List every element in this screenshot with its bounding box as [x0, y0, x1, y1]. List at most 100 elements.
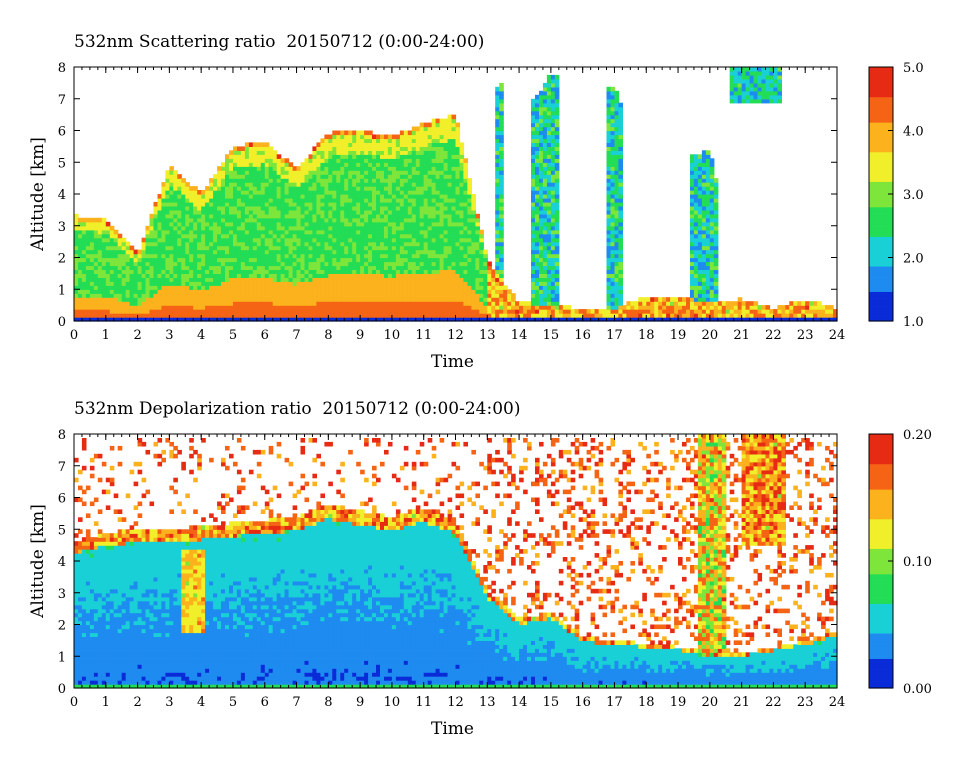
x-tick-label: 3	[165, 695, 173, 710]
colorbar-swatch	[869, 172, 893, 178]
colorbar-swatch	[869, 467, 893, 473]
colorbar-swatch	[869, 679, 893, 685]
colorbar-swatch	[869, 92, 893, 98]
x-tick-label: 8	[324, 695, 332, 710]
colorbar-swatch	[869, 164, 893, 170]
y-tick-label: 2	[58, 619, 66, 634]
colorbar-swatch	[869, 573, 893, 579]
y-tick-label: 3	[58, 220, 66, 235]
colorbar-swatch	[869, 308, 893, 314]
x-tick-label: 13	[479, 695, 496, 710]
colorbar-swatch	[869, 160, 893, 165]
colorbar-swatch	[869, 476, 893, 482]
colorbar-tick-label: 3.0	[903, 188, 924, 203]
y-tick-label: 4	[58, 555, 66, 570]
x-tick-label: 16	[574, 695, 591, 710]
colorbar-swatch	[869, 590, 893, 596]
x-tick-label: 1	[102, 328, 110, 343]
y-tick-label: 0	[58, 315, 66, 330]
x-tick-label: 2	[133, 328, 141, 343]
colorbar-swatch	[869, 434, 893, 439]
colorbar-swatch	[869, 265, 893, 271]
colorbar-swatch	[869, 632, 893, 638]
heatmap-field-0	[74, 67, 838, 322]
colorbar-swatch	[869, 654, 893, 659]
colorbar-swatch	[869, 147, 893, 153]
x-tick-label: 0	[70, 328, 78, 343]
colorbar-swatch	[869, 194, 893, 199]
x-tick-label: 15	[543, 328, 560, 343]
colorbar-swatch	[869, 603, 893, 609]
colorbar-swatch	[869, 518, 893, 524]
colorbar-swatch	[869, 442, 893, 448]
colorbar-tick-label: 4.0	[903, 125, 924, 140]
x-tick-label: 22	[765, 328, 782, 343]
x-tick-label: 11	[415, 328, 432, 343]
colorbar-swatch	[869, 206, 893, 212]
x-tick-label: 5	[229, 695, 237, 710]
colorbar-swatch	[869, 151, 893, 157]
y-tick-label: 0	[58, 682, 66, 697]
colorbar-swatch	[869, 223, 893, 229]
colorbar-swatch	[869, 79, 893, 85]
x-tick-label: 23	[797, 328, 814, 343]
colorbar-swatch	[869, 100, 893, 106]
colorbar-swatch	[869, 274, 893, 280]
colorbar-swatch	[869, 505, 893, 511]
colorbar-swatch	[869, 671, 893, 676]
colorbar-swatch	[869, 261, 893, 267]
x-tick-label: 24	[829, 328, 846, 343]
colorbar-swatch	[869, 134, 893, 140]
colorbar-swatch	[869, 438, 893, 444]
colorbar-swatch	[869, 565, 893, 571]
x-tick-label: 10	[384, 695, 401, 710]
colorbar-swatch	[869, 620, 893, 626]
colorbar-swatch	[869, 459, 893, 465]
colorbar-tick-label: 5.0	[903, 61, 924, 76]
colorbar-swatch	[869, 480, 893, 486]
colorbar-swatch	[869, 497, 893, 503]
colorbar-swatch	[869, 168, 893, 174]
y-tick-label: 5	[58, 156, 66, 171]
colorbar-tick-label: 0.10	[903, 555, 932, 570]
colorbar-swatch	[869, 202, 893, 208]
x-tick-label: 2	[133, 695, 141, 710]
colorbar-swatch	[869, 232, 893, 237]
colorbar-swatch	[869, 683, 893, 689]
colorbar-swatch	[869, 287, 893, 292]
colorbar-swatch	[869, 88, 893, 93]
x-tick-label: 8	[324, 328, 332, 343]
colorbar-swatch	[869, 628, 893, 634]
x-tick-label: 7	[292, 328, 300, 343]
colorbar-swatch	[869, 278, 893, 284]
colorbar-swatch	[869, 675, 893, 681]
x-tick-label: 20	[702, 328, 719, 343]
x-tick-label: 6	[261, 695, 269, 710]
colorbar-swatch	[869, 641, 893, 647]
colorbar-swatch	[869, 658, 893, 664]
colorbar-swatch	[869, 662, 893, 668]
colorbar-swatch	[869, 210, 893, 216]
colorbar-swatch	[869, 446, 893, 452]
colorbar-swatch	[869, 177, 893, 182]
x-tick-label: 15	[543, 695, 560, 710]
colorbar-swatch	[869, 109, 893, 115]
colorbar-swatch	[869, 552, 893, 558]
colorbar-swatch	[869, 544, 893, 549]
colorbar-swatch	[869, 484, 893, 490]
colorbar-swatch	[869, 582, 893, 587]
colorbar-swatch	[869, 75, 893, 81]
scattering-xlabel: Time	[431, 352, 474, 372]
colorbar-swatch	[869, 295, 893, 301]
colorbar-swatch	[869, 472, 893, 477]
colorbar-swatch	[869, 624, 893, 630]
colorbar-swatch	[869, 666, 893, 672]
colorbar-swatch	[869, 130, 893, 136]
colorbar-swatch	[869, 616, 893, 621]
colorbar-swatch	[869, 189, 893, 195]
x-tick-label: 23	[797, 695, 814, 710]
colorbar-tick-label: 0.00	[903, 682, 932, 697]
x-tick-label: 12	[447, 695, 464, 710]
x-tick-label: 16	[574, 328, 591, 343]
